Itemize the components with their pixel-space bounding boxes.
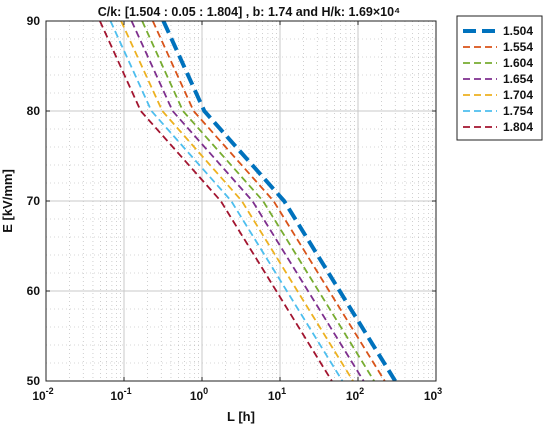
y-tick-label: 60 (27, 284, 41, 298)
series-line-1.604 (141, 21, 375, 381)
legend-label-1.654: 1.654 (503, 72, 533, 86)
series-line-1.504 (161, 21, 397, 381)
legend-label-1.704: 1.704 (503, 88, 533, 102)
x-tick-label: 102 (346, 386, 364, 403)
major-grid (46, 21, 436, 381)
x-tick-label: 10-2 (32, 386, 53, 403)
legend-label-1.754: 1.754 (503, 104, 533, 118)
y-axis-label: E [kV/mm] (0, 169, 15, 233)
series-line-1.554 (151, 21, 386, 381)
legend-items: 1.504 1.554 1.604 1.654 1.704 1.754 1.804 (463, 24, 533, 134)
series-line-1.804 (99, 21, 333, 381)
legend-label-1.604: 1.604 (503, 56, 533, 70)
x-tick-label: 100 (190, 386, 208, 403)
legend-box (456, 15, 543, 141)
legend-label-1.504: 1.504 (503, 24, 533, 38)
y-tick-label: 50 (27, 374, 41, 388)
x-tick-label: 101 (268, 386, 286, 403)
series-line-1.704 (120, 21, 354, 381)
legend-label-1.804: 1.804 (503, 120, 533, 134)
y-tick-label: 80 (27, 104, 41, 118)
y-tick-labels: 50 60 70 80 90 (27, 14, 41, 388)
series-line-1.654 (130, 21, 365, 381)
y-tick-label: 90 (27, 14, 41, 28)
x-axis-label: L [h] (227, 409, 255, 424)
x-tick-labels: 10-2 10-1 100 101 102 103 (32, 386, 442, 403)
series-line-1.754 (109, 21, 344, 381)
series-layer (99, 21, 397, 381)
chart-title: C/k: [1.504 : 0.05 : 1.804] , b: 1.74 an… (98, 5, 401, 19)
x-tick-label: 103 (424, 386, 442, 403)
legend: 1.504 1.554 1.604 1.654 1.704 1.754 1.804 (456, 15, 543, 141)
legend-label-1.554: 1.554 (503, 40, 533, 54)
plot-area (45, 20, 437, 382)
x-tick-label: 10-1 (110, 386, 131, 403)
tick-marks (45, 20, 437, 382)
y-tick-label: 70 (27, 194, 41, 208)
